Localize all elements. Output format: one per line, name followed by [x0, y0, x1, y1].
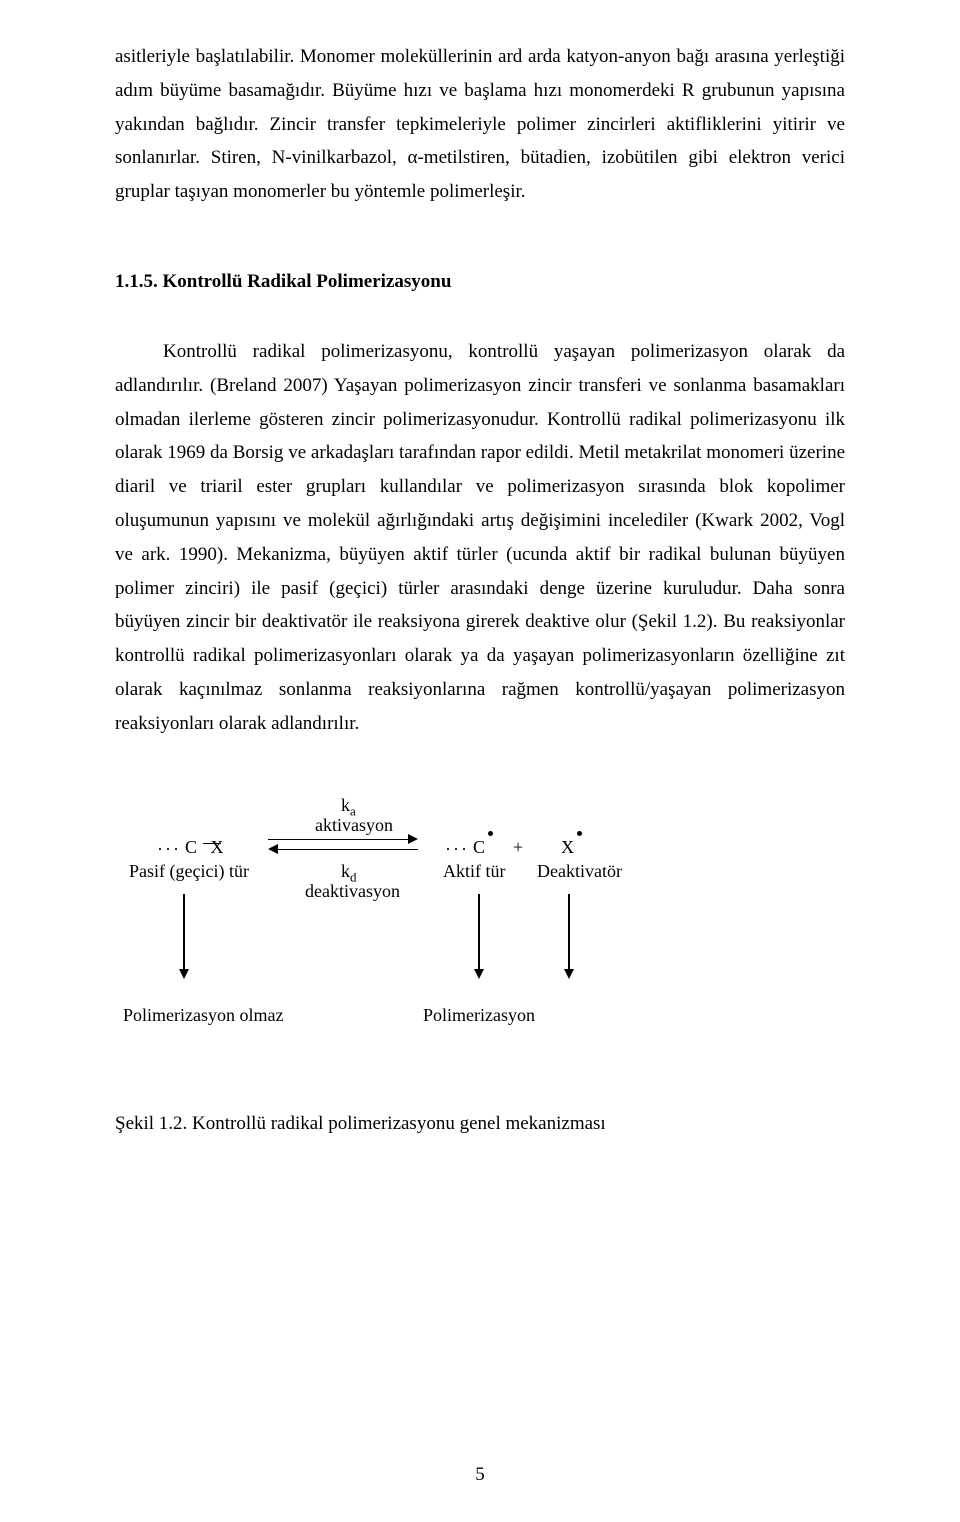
x-radical-dot [577, 831, 582, 836]
cx-bond [203, 843, 221, 845]
arrow-down-right [568, 894, 570, 969]
paragraph-2: Kontrollü radikal polimerizasyonu, kontr… [115, 335, 845, 741]
aktif-tur-label: Aktif tür [443, 855, 506, 887]
section-heading: 1.1.5. Kontrollü Radikal Polimerizasyonu [115, 265, 845, 299]
page-number: 5 [0, 1458, 960, 1492]
arrow-down-right-head [564, 969, 574, 979]
page: asitleriyle başlatılabilir. Monomer mole… [0, 0, 960, 1522]
arrow-down-left [183, 894, 185, 969]
paragraph-1: asitleriyle başlatılabilir. Monomer mole… [115, 40, 845, 209]
pol-label: Polimerizasyon [423, 999, 535, 1031]
arrow-activation-head [408, 834, 418, 844]
reaction-diagram: ka aktivasyon kd deaktivasyon ··· C X Pa… [123, 789, 663, 1059]
arrow-deactivation [278, 849, 418, 851]
figure-caption: Şekil 1.2. Kontrollü radikal polimerizas… [115, 1107, 845, 1141]
arrow-activation [268, 839, 408, 841]
c-radical-dot [488, 831, 493, 836]
pasif-gecici-label: Pasif (geçici) tür [129, 855, 249, 887]
plus-label: + [513, 831, 523, 863]
aktivasyon-label: aktivasyon [315, 809, 393, 841]
arrow-down-mid [478, 894, 480, 969]
arrow-down-mid-head [474, 969, 484, 979]
deaktivasyon-label: deaktivasyon [305, 875, 400, 907]
pol-olmaz-label: Polimerizasyon olmaz [123, 999, 283, 1031]
arrow-deactivation-head [268, 844, 278, 854]
deaktivator-label: Deaktivatör [537, 855, 622, 887]
arrow-down-left-head [179, 969, 189, 979]
